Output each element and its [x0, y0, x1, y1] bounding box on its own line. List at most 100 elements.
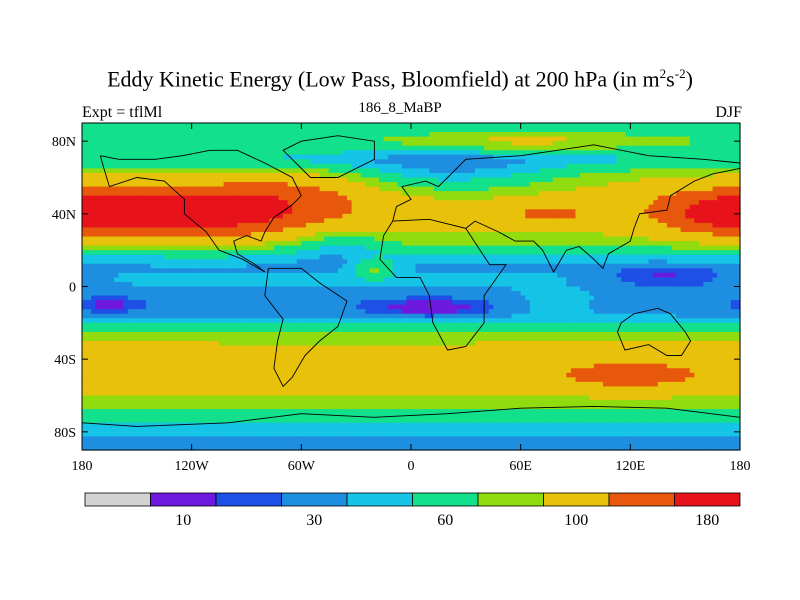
field-cell [379, 123, 385, 129]
field-cell [191, 127, 197, 133]
field-cell [433, 127, 440, 133]
field-cell [607, 159, 613, 165]
field-cell [269, 150, 275, 156]
field-cell [214, 268, 220, 274]
field-cell [255, 222, 261, 229]
field-cell [525, 154, 531, 160]
field-cell [653, 159, 659, 165]
field-cell [209, 218, 216, 224]
field-cell [598, 227, 604, 233]
field-cell [118, 127, 124, 133]
field-cell [196, 195, 202, 201]
field-cell [708, 168, 714, 174]
field-cell [164, 195, 170, 201]
field-cell [424, 200, 430, 206]
field-cell [356, 168, 362, 174]
field-cell [685, 241, 691, 247]
field-cell [264, 154, 270, 160]
field-cell [401, 222, 408, 229]
field-cell [82, 227, 88, 233]
field-cell [575, 182, 581, 188]
field-cell [388, 132, 394, 138]
field-cell [415, 186, 421, 192]
field-cell [456, 200, 462, 206]
field-cell [155, 268, 161, 274]
field-cell [538, 250, 545, 256]
field-cell [219, 191, 225, 197]
field-cell [237, 145, 243, 151]
field-cell [452, 163, 458, 170]
field-cell [150, 136, 156, 142]
field-cell [534, 154, 540, 160]
field-cell [310, 250, 316, 256]
field-cell [548, 200, 554, 206]
field-cell [255, 245, 261, 251]
field-cell [584, 254, 590, 260]
field-cell [420, 136, 426, 142]
field-cell [365, 154, 371, 160]
field-cell [712, 200, 718, 206]
field-cell [680, 222, 686, 229]
field-cell [168, 132, 174, 138]
field-cell [200, 232, 206, 238]
field-cell [365, 168, 371, 174]
field-cell [246, 213, 252, 219]
field-cell [584, 218, 590, 224]
field-cell [168, 259, 174, 265]
field-cell [698, 232, 705, 238]
field-cell [474, 222, 481, 229]
field-cell [324, 186, 330, 192]
field-cell [529, 204, 535, 210]
field-cell [676, 236, 682, 242]
field-cell [136, 245, 143, 251]
field-cell [589, 163, 595, 170]
field-cell [164, 232, 170, 238]
field-cell [420, 168, 426, 174]
field-cell [328, 195, 334, 201]
field-cell [223, 186, 229, 192]
field-cell [689, 222, 695, 229]
field-cell [520, 241, 526, 247]
field-cell [411, 254, 417, 260]
field-cell [470, 263, 476, 269]
field-cell [214, 245, 220, 251]
field-cell [113, 200, 120, 206]
field-cell [666, 232, 673, 238]
field-cell [150, 154, 156, 160]
field-cell [698, 141, 705, 147]
field-cell [429, 150, 435, 156]
field-cell [648, 250, 654, 256]
field-cell [223, 136, 229, 142]
field-cell [255, 213, 261, 219]
field-cell [113, 204, 120, 210]
field-cell [324, 123, 330, 129]
field-cell [328, 172, 334, 179]
field-cell [365, 159, 371, 165]
field-cell [132, 182, 138, 188]
field-cell [228, 154, 234, 160]
field-cell [360, 177, 366, 183]
field-cell [164, 182, 170, 188]
field-cell [369, 250, 376, 256]
field-cell [433, 272, 440, 279]
field-cell [118, 232, 124, 238]
field-cell [205, 213, 211, 219]
field-cell [145, 277, 152, 283]
field-cell [411, 127, 417, 133]
field-cell [570, 222, 577, 229]
field-cell [292, 163, 298, 170]
field-cell [369, 218, 376, 224]
field-cell [676, 204, 682, 210]
field-cell [621, 182, 627, 188]
field-cell [191, 145, 197, 151]
field-cell [497, 141, 503, 147]
field-cell [301, 123, 307, 129]
field-cell [639, 272, 645, 279]
field-cell [260, 209, 266, 215]
field-cell [520, 277, 526, 283]
field-cell [95, 141, 101, 147]
field-cell [113, 236, 120, 242]
field-cell [484, 132, 490, 138]
field-cell [520, 154, 526, 160]
field-cell [461, 159, 467, 165]
